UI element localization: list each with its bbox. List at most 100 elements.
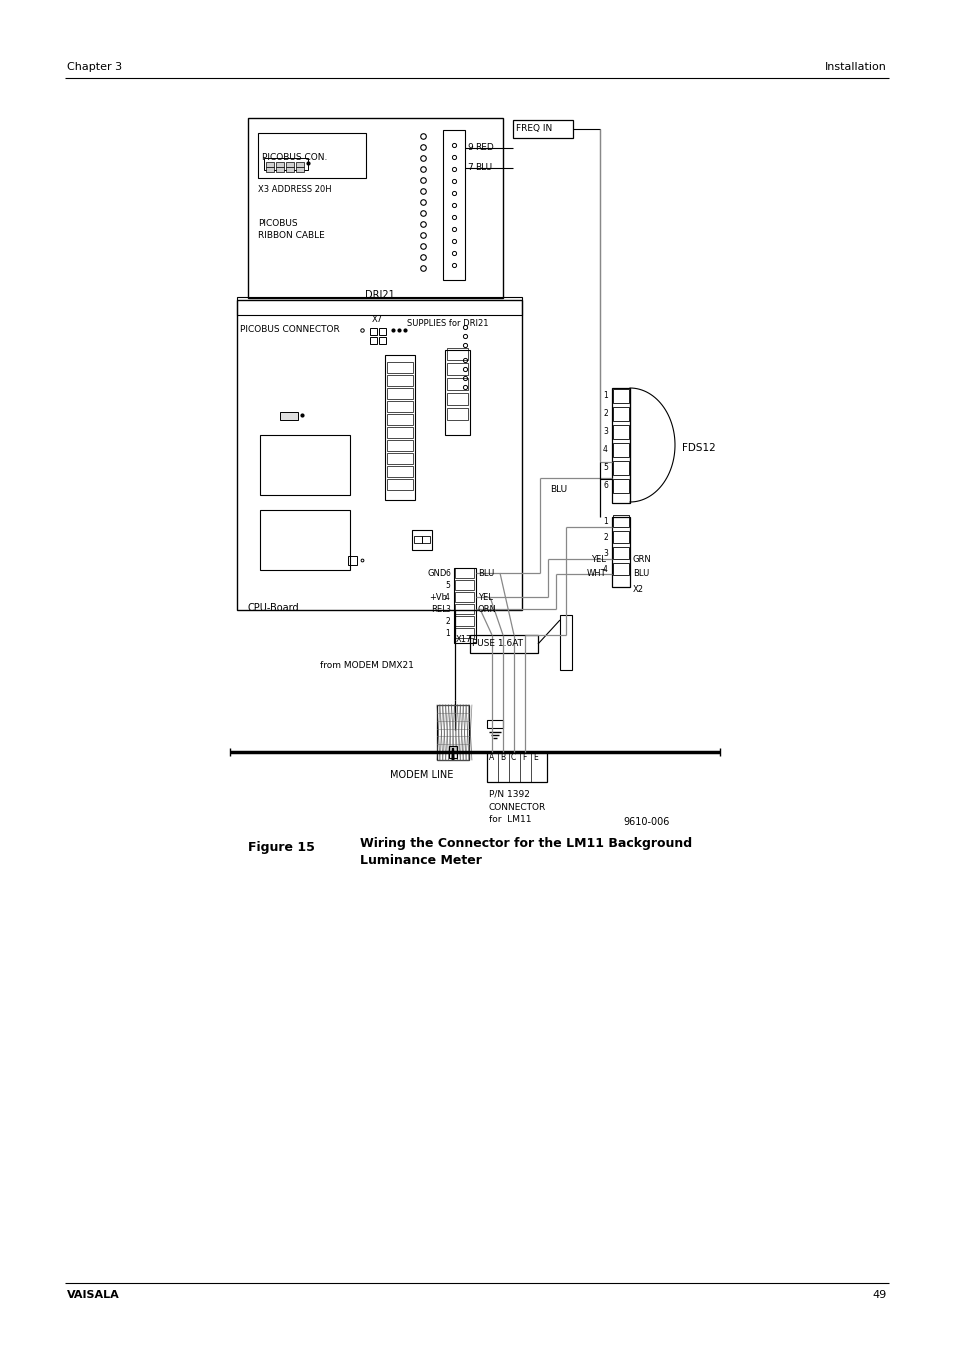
Bar [613, 389, 628, 403]
Text: BLU: BLU [475, 163, 492, 173]
Text: F: F [521, 753, 526, 762]
Bar [387, 480, 413, 490]
Bar [348, 557, 356, 565]
Text: Wiring the Connector for the LM11 Background: Wiring the Connector for the LM11 Backgr… [359, 836, 691, 850]
Bar [455, 604, 474, 613]
Bar [447, 393, 468, 405]
Text: 6: 6 [445, 569, 450, 577]
Bar [236, 300, 521, 611]
Bar [513, 120, 573, 138]
Text: 2: 2 [602, 534, 607, 543]
Text: 49: 49 [872, 1290, 886, 1300]
Bar [266, 168, 274, 172]
Bar [236, 297, 521, 315]
Text: from MODEM DMX21: from MODEM DMX21 [319, 661, 414, 670]
Text: SUPPLIES for DRI21: SUPPLIES for DRI21 [407, 319, 488, 327]
Text: BLU: BLU [633, 570, 649, 578]
Bar [447, 349, 468, 359]
Bar [387, 376, 413, 386]
Text: 7: 7 [467, 163, 473, 173]
Text: 3: 3 [445, 604, 450, 613]
Bar [295, 168, 304, 172]
Text: X2: X2 [633, 585, 643, 593]
Bar [286, 168, 294, 172]
Bar [486, 720, 502, 728]
Bar [387, 427, 413, 438]
Text: 1: 1 [602, 392, 607, 400]
Bar [442, 130, 464, 280]
Bar [436, 705, 469, 761]
Text: Figure 15: Figure 15 [248, 842, 314, 854]
Bar [612, 517, 629, 586]
Bar [378, 328, 386, 335]
Bar [421, 536, 430, 543]
Text: PICOBUS CONNECTOR: PICOBUS CONNECTOR [240, 326, 339, 335]
Text: 9: 9 [467, 143, 473, 153]
Text: X3 ADDRESS 20H: X3 ADDRESS 20H [257, 185, 332, 195]
Text: A: A [489, 753, 494, 762]
Text: 4: 4 [602, 566, 607, 574]
Text: PICOBUS: PICOBUS [257, 219, 297, 227]
Text: YEL: YEL [477, 593, 493, 601]
Bar [387, 362, 413, 373]
Text: VAISALA: VAISALA [67, 1290, 120, 1300]
Text: 4: 4 [445, 593, 450, 601]
Text: PICOBUS CON.: PICOBUS CON. [262, 153, 327, 162]
Bar [266, 162, 274, 168]
Bar [613, 547, 628, 559]
Text: RIBBON CABLE: RIBBON CABLE [257, 231, 324, 240]
Bar [264, 158, 308, 170]
Bar [387, 453, 413, 463]
Text: ORN: ORN [477, 604, 497, 613]
Bar [613, 480, 628, 493]
Bar [455, 592, 474, 603]
Text: Installation: Installation [824, 62, 886, 72]
Bar [412, 530, 432, 550]
Bar [387, 413, 413, 426]
Text: BLU: BLU [549, 485, 566, 494]
Text: P/N 1392: P/N 1392 [489, 789, 529, 798]
Text: 4: 4 [602, 446, 607, 454]
Bar [455, 580, 474, 590]
Bar [257, 132, 366, 178]
Bar [275, 162, 284, 168]
Bar [455, 628, 474, 638]
Bar [613, 443, 628, 457]
Text: for  LM11: for LM11 [489, 816, 531, 824]
Text: REL: REL [431, 604, 447, 613]
Bar [248, 118, 502, 299]
Text: CONNECTOR: CONNECTOR [489, 804, 546, 812]
Bar [613, 461, 628, 476]
Text: DRI21: DRI21 [365, 290, 395, 300]
Bar [370, 328, 376, 335]
Text: 2: 2 [602, 409, 607, 419]
Bar [455, 567, 474, 578]
Bar [486, 753, 546, 782]
Bar [378, 336, 386, 345]
Text: Luminance Meter: Luminance Meter [359, 854, 481, 866]
Text: X7: X7 [372, 316, 383, 324]
Text: YEL: YEL [591, 554, 605, 563]
Text: 2: 2 [445, 616, 450, 626]
Bar [613, 563, 628, 576]
Text: +Vb: +Vb [429, 593, 447, 601]
Bar [447, 408, 468, 420]
Bar [387, 388, 413, 399]
Text: WHT: WHT [586, 570, 605, 578]
Bar [414, 536, 421, 543]
Bar [612, 388, 629, 503]
Bar [613, 426, 628, 439]
Bar [444, 350, 470, 435]
Bar [454, 567, 476, 643]
Text: 5: 5 [602, 463, 607, 473]
Text: 9610-006: 9610-006 [623, 817, 669, 827]
Bar [385, 355, 415, 500]
Bar [447, 363, 468, 376]
Text: GND: GND [427, 569, 447, 577]
Text: 3: 3 [602, 550, 607, 558]
Bar [370, 336, 376, 345]
Bar [470, 635, 537, 653]
Bar [455, 616, 474, 626]
Text: GRN: GRN [633, 554, 651, 563]
Bar [295, 162, 304, 168]
